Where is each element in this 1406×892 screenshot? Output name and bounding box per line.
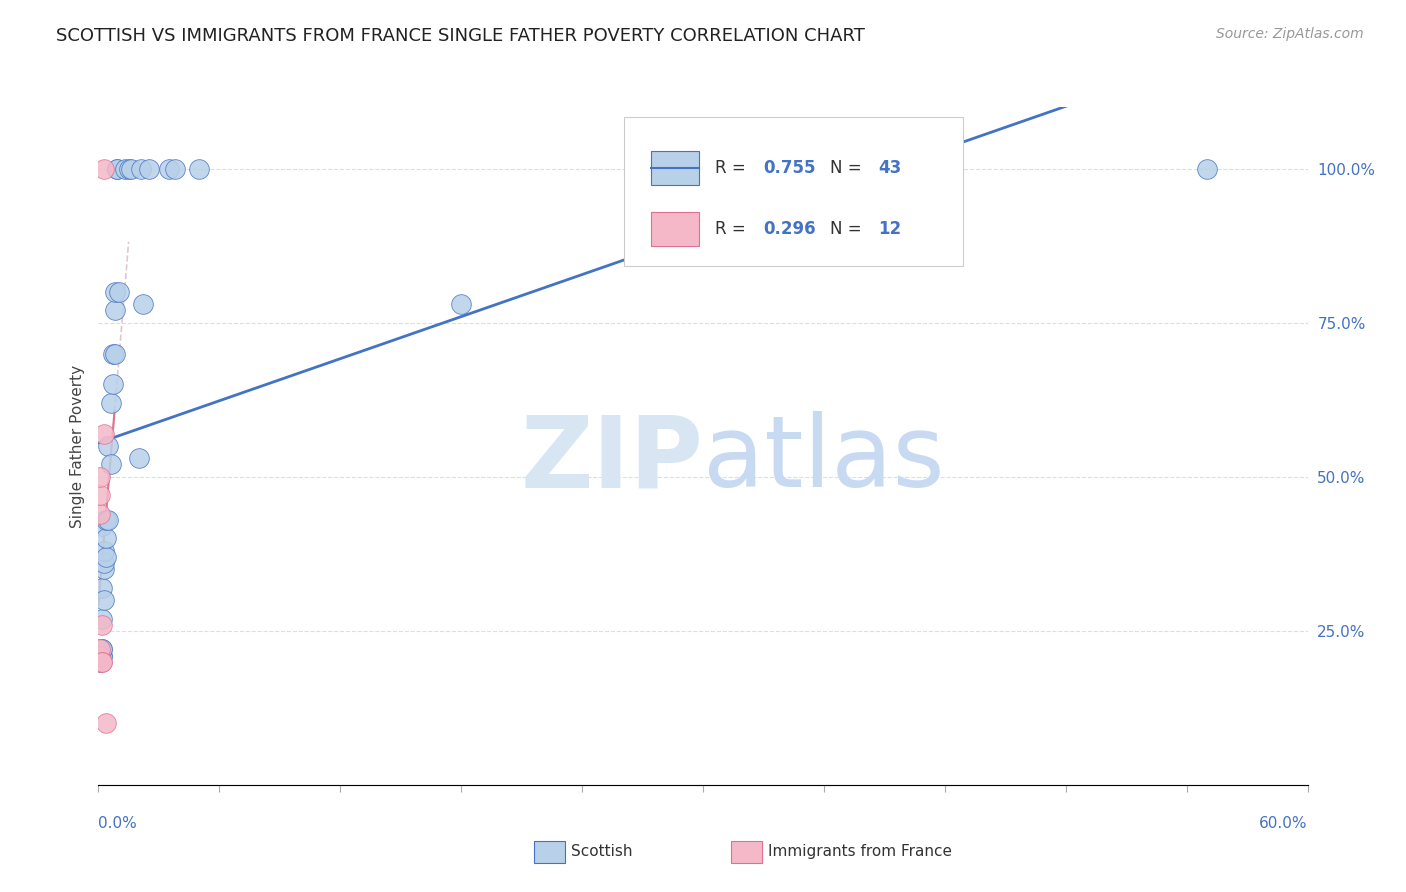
Point <box>128 451 150 466</box>
Point <box>89 488 111 502</box>
Text: N =: N = <box>830 220 868 238</box>
Point <box>89 642 111 657</box>
Point <box>132 297 155 311</box>
Y-axis label: Single Father Poverty: Single Father Poverty <box>69 365 84 527</box>
Point <box>450 297 472 311</box>
Point <box>89 648 111 663</box>
Text: Scottish: Scottish <box>571 845 633 859</box>
Point <box>120 161 142 176</box>
Point <box>105 161 128 176</box>
Text: 0.755: 0.755 <box>763 159 815 177</box>
Point <box>103 303 125 318</box>
Point <box>96 549 118 564</box>
Point <box>89 655 111 669</box>
Text: Immigrants from France: Immigrants from France <box>768 845 952 859</box>
Point <box>103 346 125 360</box>
Point <box>93 562 115 576</box>
Point <box>89 648 111 663</box>
Point <box>93 543 115 558</box>
Text: ZIP: ZIP <box>520 411 703 508</box>
Text: N =: N = <box>830 159 868 177</box>
Point <box>91 617 114 632</box>
Text: 12: 12 <box>879 220 901 238</box>
Bar <box>651 212 699 246</box>
Text: R =: R = <box>716 220 751 238</box>
Point <box>103 285 125 299</box>
Point <box>91 611 114 625</box>
Point <box>91 655 114 669</box>
Point <box>118 161 141 176</box>
Point <box>96 532 118 546</box>
Point <box>97 439 120 453</box>
Point <box>163 161 186 176</box>
Point <box>100 396 122 410</box>
Point <box>91 581 114 595</box>
Point <box>91 642 114 657</box>
Point <box>91 655 114 669</box>
Point <box>1195 161 1218 176</box>
Text: Source: ZipAtlas.com: Source: ZipAtlas.com <box>1216 27 1364 41</box>
Point <box>93 161 115 176</box>
Point <box>96 513 118 527</box>
Text: 43: 43 <box>879 159 901 177</box>
Point <box>93 593 115 607</box>
Point <box>91 648 114 663</box>
Point <box>89 642 111 657</box>
Point <box>89 470 111 484</box>
Point <box>188 161 211 176</box>
Point <box>138 161 160 176</box>
Point <box>93 556 115 570</box>
Point <box>101 377 124 392</box>
Point <box>97 513 120 527</box>
Text: 0.0%: 0.0% <box>98 816 138 831</box>
Bar <box>651 151 699 185</box>
Point <box>129 161 152 176</box>
Point <box>100 458 122 472</box>
Point <box>91 519 114 533</box>
Point <box>107 285 129 299</box>
Point <box>89 648 111 663</box>
Point <box>157 161 180 176</box>
Point <box>96 716 118 731</box>
Point <box>91 648 114 663</box>
Point <box>105 161 128 176</box>
Text: 60.0%: 60.0% <box>1260 816 1308 831</box>
Text: R =: R = <box>716 159 751 177</box>
Point <box>89 655 111 669</box>
Point <box>101 346 124 360</box>
Point <box>89 507 111 521</box>
Text: atlas: atlas <box>703 411 945 508</box>
Text: SCOTTISH VS IMMIGRANTS FROM FRANCE SINGLE FATHER POVERTY CORRELATION CHART: SCOTTISH VS IMMIGRANTS FROM FRANCE SINGL… <box>56 27 865 45</box>
Point <box>114 161 136 176</box>
Point <box>91 642 114 657</box>
Text: 0.296: 0.296 <box>763 220 815 238</box>
Point <box>93 426 115 441</box>
Point <box>89 648 111 663</box>
FancyBboxPatch shape <box>624 117 963 267</box>
